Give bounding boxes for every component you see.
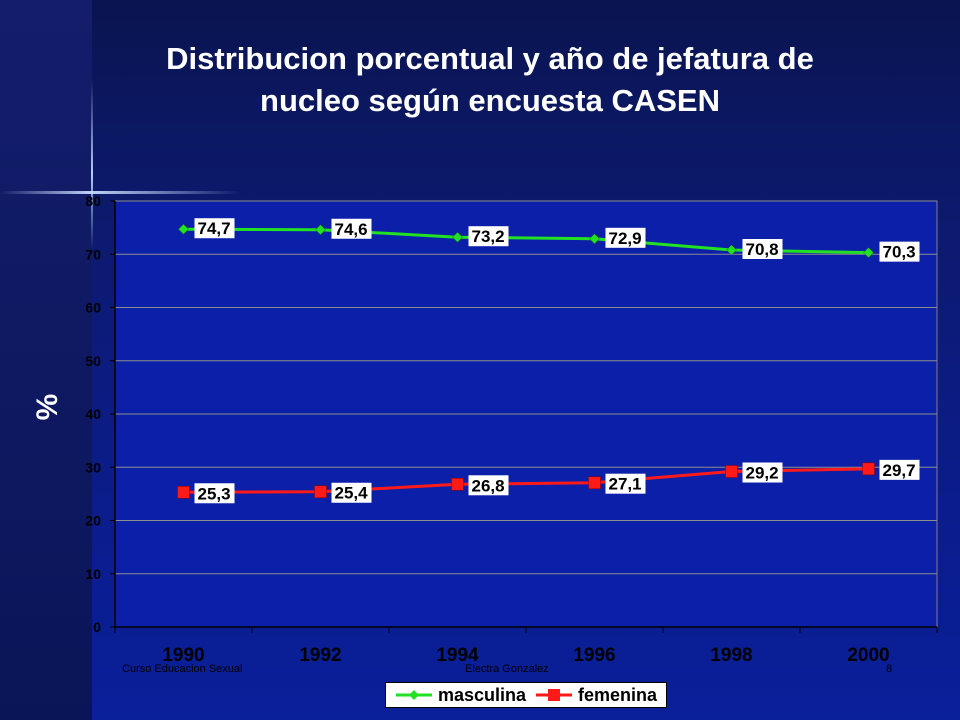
x-tick-label-1998: 1998 bbox=[710, 645, 752, 666]
point-femenina-1990 bbox=[177, 486, 190, 499]
data-label-masculina-1996: 72,9 bbox=[609, 229, 642, 248]
y-tick-label-60: 60 bbox=[85, 300, 101, 316]
y-tick-label-80: 80 bbox=[85, 193, 101, 209]
data-label-masculina-2000: 70,3 bbox=[883, 243, 916, 262]
data-label-bg-femenina-1996 bbox=[605, 473, 646, 494]
y-tick-label-10: 10 bbox=[85, 566, 101, 582]
data-label-bg-masculina-1990 bbox=[194, 218, 235, 239]
data-label-bg-masculina-1998 bbox=[742, 238, 783, 259]
y-tick-label-50: 50 bbox=[85, 353, 101, 369]
footer-author: Electra Gonzalez bbox=[465, 663, 549, 675]
data-label-bg-masculina-1994 bbox=[468, 226, 509, 247]
data-label-bg-masculina-2000 bbox=[879, 241, 920, 262]
data-label-bg-masculina-1996 bbox=[605, 227, 646, 248]
point-masculina-1994 bbox=[452, 231, 463, 243]
legend-label-series-1: masculina bbox=[438, 685, 527, 705]
slide-title-line-2: nucleo según encuesta CASEN bbox=[260, 83, 720, 118]
data-label-masculina-1998: 70,8 bbox=[746, 240, 779, 259]
y-tick-label-30: 30 bbox=[85, 459, 101, 475]
data-label-bg-femenina-1998 bbox=[742, 462, 783, 483]
y-axis-label: % bbox=[31, 393, 64, 421]
data-label-femenina-1994: 26,8 bbox=[472, 476, 505, 495]
x-tick-label-1994: 1994 bbox=[436, 645, 479, 666]
point-masculina-1992 bbox=[315, 224, 326, 236]
data-label-bg-masculina-1992 bbox=[331, 218, 372, 239]
point-femenina-1998 bbox=[725, 465, 738, 478]
point-masculina-1990 bbox=[178, 223, 189, 235]
decorative-band bbox=[0, 0, 92, 720]
y-tick-label-70: 70 bbox=[85, 246, 101, 262]
point-femenina-1994 bbox=[451, 478, 464, 491]
data-label-masculina-1994: 73,2 bbox=[472, 227, 505, 246]
y-tick-label-20: 20 bbox=[85, 513, 101, 529]
x-tick-label-1990: 1990 bbox=[162, 645, 204, 666]
data-label-masculina-1992: 74,6 bbox=[335, 220, 368, 239]
point-masculina-1998 bbox=[726, 244, 737, 256]
data-label-femenina-1996: 27,1 bbox=[609, 475, 642, 494]
data-label-bg-femenina-1992 bbox=[331, 482, 372, 503]
legend-marker-series-2 bbox=[536, 689, 572, 701]
page-number: 8 bbox=[886, 663, 893, 675]
footer-course: Curso Educacion Sexual bbox=[122, 663, 243, 675]
point-femenina-2000 bbox=[862, 462, 875, 476]
data-label-bg-femenina-1990 bbox=[194, 483, 235, 504]
slide-title-line-1: Distribucion porcentual y año de jefatur… bbox=[166, 41, 814, 76]
slide-title: Distribucion porcentual y año de jefatur… bbox=[100, 38, 880, 122]
data-label-bg-femenina-2000 bbox=[879, 459, 920, 480]
legend-label-series-2: femenina bbox=[578, 685, 658, 705]
chart-legend: masculina femenina bbox=[385, 682, 667, 708]
point-masculina-1996 bbox=[589, 233, 600, 245]
x-tick-label-1996: 1996 bbox=[573, 645, 615, 666]
light-flare-vertical bbox=[91, 80, 93, 250]
data-label-femenina-1992: 25,4 bbox=[335, 484, 369, 503]
x-tick-label-1992: 1992 bbox=[299, 645, 341, 666]
data-label-bg-femenina-1994 bbox=[468, 475, 509, 496]
data-label-femenina-1998: 29,2 bbox=[746, 464, 779, 483]
data-label-femenina-2000: 29,7 bbox=[883, 461, 916, 480]
x-tick-label-2000: 2000 bbox=[847, 645, 889, 666]
point-masculina-2000 bbox=[863, 247, 874, 259]
point-femenina-1992 bbox=[314, 485, 327, 498]
data-label-femenina-1990: 25,3 bbox=[198, 484, 231, 503]
y-tick-label-0: 0 bbox=[93, 619, 101, 635]
legend-marker-series-1 bbox=[396, 690, 432, 700]
data-label-masculina-1990: 74,7 bbox=[198, 219, 231, 238]
point-femenina-1996 bbox=[588, 476, 601, 489]
light-flare-horizontal bbox=[0, 191, 240, 194]
y-tick-label-40: 40 bbox=[85, 406, 101, 422]
